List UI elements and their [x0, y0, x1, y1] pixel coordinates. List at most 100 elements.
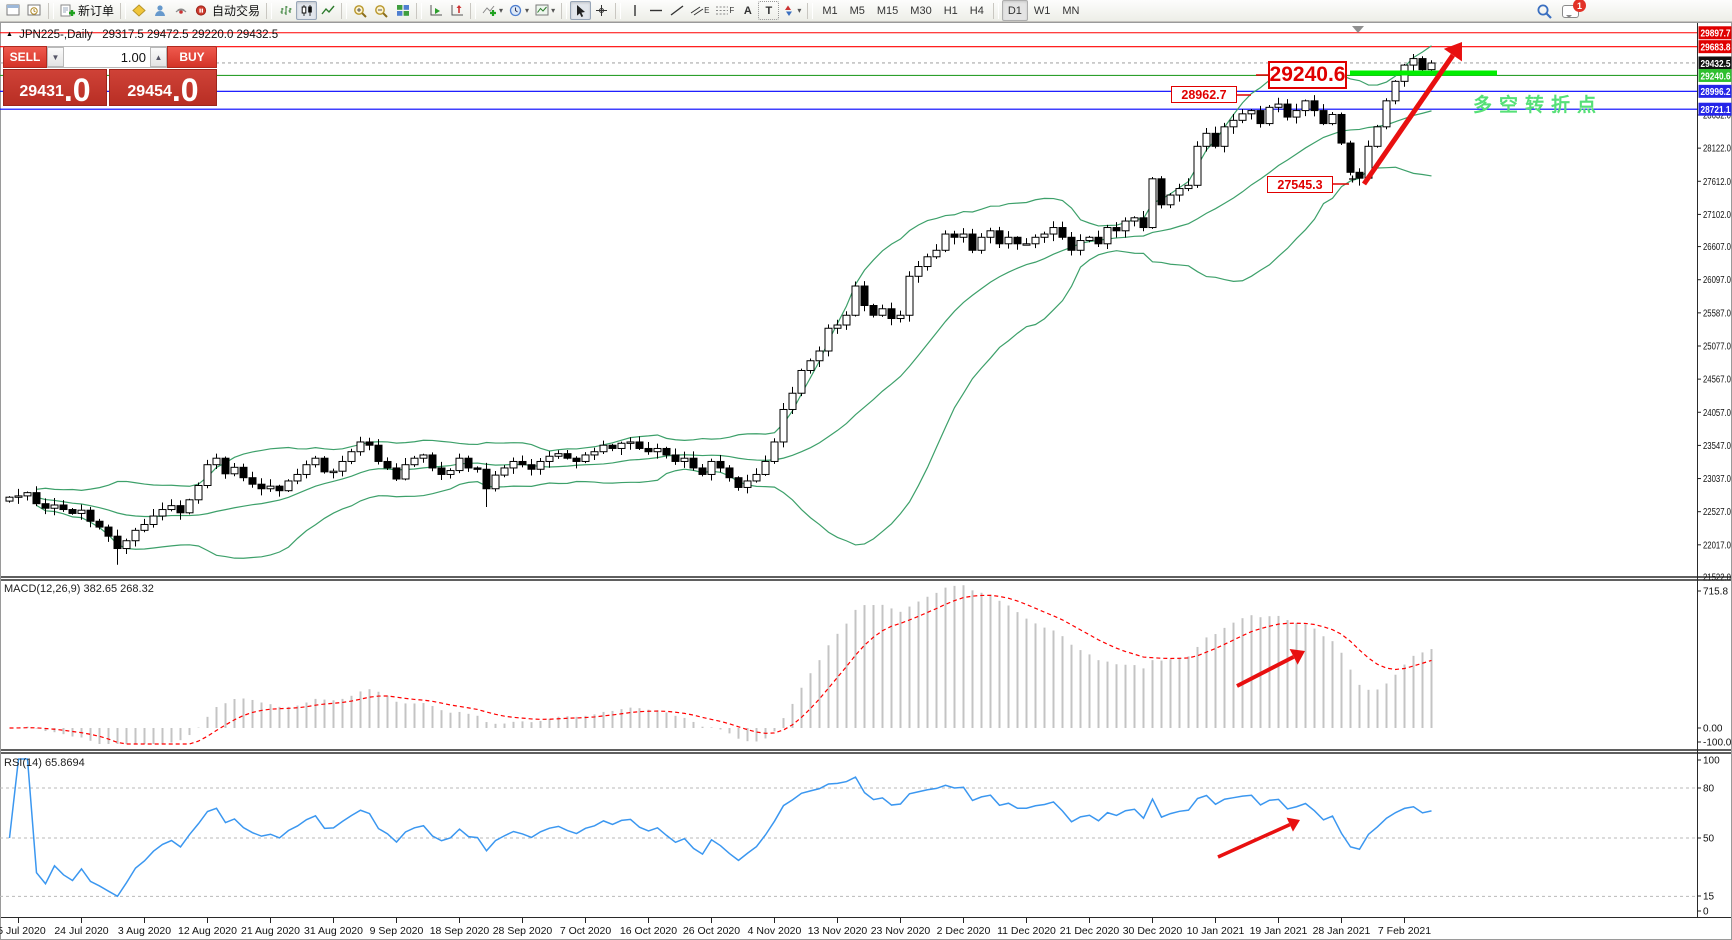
- timeframe-button-h1[interactable]: H1: [943, 4, 958, 17]
- trendline-icon: [670, 5, 683, 16]
- toolbar-separator: [341, 2, 348, 19]
- zoom-in-button[interactable]: [350, 1, 371, 20]
- notification-badge: 1: [1573, 0, 1586, 12]
- candlestick-chart-button[interactable]: [296, 1, 318, 20]
- sell-button[interactable]: SELL: [3, 46, 47, 68]
- svg-text:15 Jul 2020: 15 Jul 2020: [0, 925, 46, 937]
- sell-price-display[interactable]: 29431 .0: [3, 69, 107, 106]
- channel-tool-button[interactable]: E: [687, 1, 712, 20]
- svg-text:9 Sep 2020: 9 Sep 2020: [370, 925, 424, 937]
- svg-text:10 Jan 2021: 10 Jan 2021: [1187, 925, 1245, 937]
- svg-text:25077.0: 25077.0: [1703, 341, 1731, 352]
- line-chart-button[interactable]: [317, 1, 338, 20]
- label-tool-label: T: [765, 4, 773, 17]
- buy-price-display[interactable]: 29454 .0: [109, 69, 217, 106]
- search-button[interactable]: [1533, 1, 1556, 20]
- volume-increase-button[interactable]: ▲: [150, 47, 167, 67]
- toolbar-separator: [561, 2, 568, 19]
- arrows-icon: [785, 5, 793, 16]
- svg-text:24057.0: 24057.0: [1703, 408, 1731, 419]
- tile-windows-button[interactable]: [392, 1, 413, 20]
- timeframe-button-w1[interactable]: W1: [1033, 4, 1051, 17]
- horizontal-line-tool-button[interactable]: [645, 1, 666, 20]
- svg-text:28 Sep 2020: 28 Sep 2020: [493, 925, 553, 937]
- svg-text:13 Nov 2020: 13 Nov 2020: [808, 925, 868, 937]
- market-button[interactable]: [150, 1, 171, 20]
- sell-price-main: 29431: [19, 83, 64, 100]
- auto-scroll-button[interactable]: [425, 1, 446, 20]
- templates-icon: [535, 4, 549, 16]
- chart-title-symbol: JPN225-,Daily: [19, 29, 93, 41]
- buy-button[interactable]: BUY: [167, 46, 217, 68]
- resistance-annotation[interactable]: 29240.6: [1268, 61, 1347, 89]
- fibonacci-tool-button[interactable]: F: [712, 1, 737, 20]
- periods-button[interactable]: [506, 1, 532, 20]
- arrows-tool-button[interactable]: [779, 1, 804, 20]
- crosshair-tool-button[interactable]: [591, 1, 612, 20]
- zoom-out-icon: [375, 4, 388, 18]
- svg-text:21 Aug 2020: 21 Aug 2020: [241, 925, 300, 937]
- autotrading-icon: [195, 5, 207, 16]
- timeframe-button-mn[interactable]: MN: [1062, 4, 1080, 17]
- swing-low-annotation[interactable]: 27545.3: [1267, 176, 1333, 193]
- svg-text:28632.0: 28632.0: [1703, 111, 1731, 122]
- search-icon: [1537, 4, 1552, 19]
- timeframe-button-d1[interactable]: D1: [1001, 0, 1028, 21]
- volume-input[interactable]: [64, 47, 150, 67]
- trendline-tool-button[interactable]: [666, 1, 687, 20]
- text-tool-button[interactable]: A: [737, 1, 758, 20]
- line-chart-icon: [320, 5, 335, 15]
- indicators-button[interactable]: [479, 1, 506, 20]
- timeframe-button-h4[interactable]: H4: [969, 4, 984, 17]
- svg-text:29432.5: 29432.5: [1701, 59, 1731, 70]
- svg-text:29240.6: 29240.6: [1701, 71, 1731, 82]
- autotrading-button[interactable]: 自动交易: [192, 1, 263, 20]
- cursor-tool-button[interactable]: [570, 1, 592, 20]
- bar-chart-button[interactable]: [275, 1, 296, 20]
- volume-decrease-button[interactable]: ▼: [47, 47, 64, 67]
- toolbar-separator: [615, 2, 622, 19]
- timeframe-button-m15[interactable]: M15: [876, 4, 899, 17]
- toolbar: 新订单 自动交易: [0, 0, 1732, 22]
- toolbar-right-group: 1: [1533, 0, 1586, 20]
- new-order-button[interactable]: 新订单: [57, 1, 117, 20]
- timeframe-button-m1[interactable]: M1: [822, 4, 838, 17]
- chart-shift-button[interactable]: [446, 1, 467, 20]
- metaeditor-button[interactable]: [129, 1, 150, 20]
- time-axis[interactable]: 15 Jul 2020 24 Jul 2020 3 Aug 2020 12 Aug 2…: [0, 918, 1431, 937]
- signals-button[interactable]: [171, 1, 192, 20]
- chart-title-ohlc: 29317.5 29472.5 29220.0 29432.5: [102, 29, 279, 41]
- svg-text:18 Sep 2020: 18 Sep 2020: [430, 925, 490, 937]
- turning-point-text[interactable]: 多空转折点: [1473, 95, 1604, 116]
- new-chart-button[interactable]: [3, 1, 24, 20]
- clock-icon: [509, 4, 522, 17]
- horizontal-line-icon: [649, 9, 662, 12]
- svg-text:28 Jan 2021: 28 Jan 2021: [1313, 925, 1371, 937]
- svg-text:0: 0: [1703, 907, 1709, 918]
- toolbar-separator: [416, 2, 423, 19]
- svg-text:715.8: 715.8: [1703, 587, 1728, 598]
- timeframe-button-m30[interactable]: M30: [910, 4, 932, 17]
- svg-text:23 Nov 2020: 23 Nov 2020: [871, 925, 931, 937]
- text-label-tool-button[interactable]: T: [758, 1, 780, 20]
- price-axis[interactable]: 28632.0 28122.0 27612.0 27102.0 26607.0 26097…: [1697, 26, 1732, 918]
- svg-text:21 Dec 2020: 21 Dec 2020: [1060, 925, 1120, 937]
- toolbar-separator: [266, 2, 273, 19]
- indicators-icon: [482, 5, 497, 16]
- svg-text:7 Feb 2021: 7 Feb 2021: [1378, 925, 1431, 937]
- level-annotation[interactable]: 28962.7: [1171, 86, 1237, 103]
- timeframe-button-m5[interactable]: M5: [849, 4, 865, 17]
- zoom-out-button[interactable]: [371, 1, 392, 20]
- svg-text:22017.0: 22017.0: [1703, 540, 1731, 551]
- fibonacci-icon: [716, 6, 729, 15]
- timeframe-strip: M1 M5 M15 M30 H1 H4 D1 W1 MN: [816, 0, 1085, 21]
- svg-text:26097.0: 26097.0: [1703, 275, 1731, 286]
- vertical-line-tool-button[interactable]: [624, 1, 645, 20]
- notifications-button[interactable]: 1: [1562, 0, 1586, 19]
- templates-button[interactable]: [532, 1, 558, 20]
- svg-text:7 Oct 2020: 7 Oct 2020: [560, 925, 612, 937]
- volume-spinner: ▼ ▲: [47, 46, 167, 68]
- profiles-button[interactable]: [24, 1, 45, 20]
- svg-text:27612.0: 27612.0: [1703, 177, 1731, 188]
